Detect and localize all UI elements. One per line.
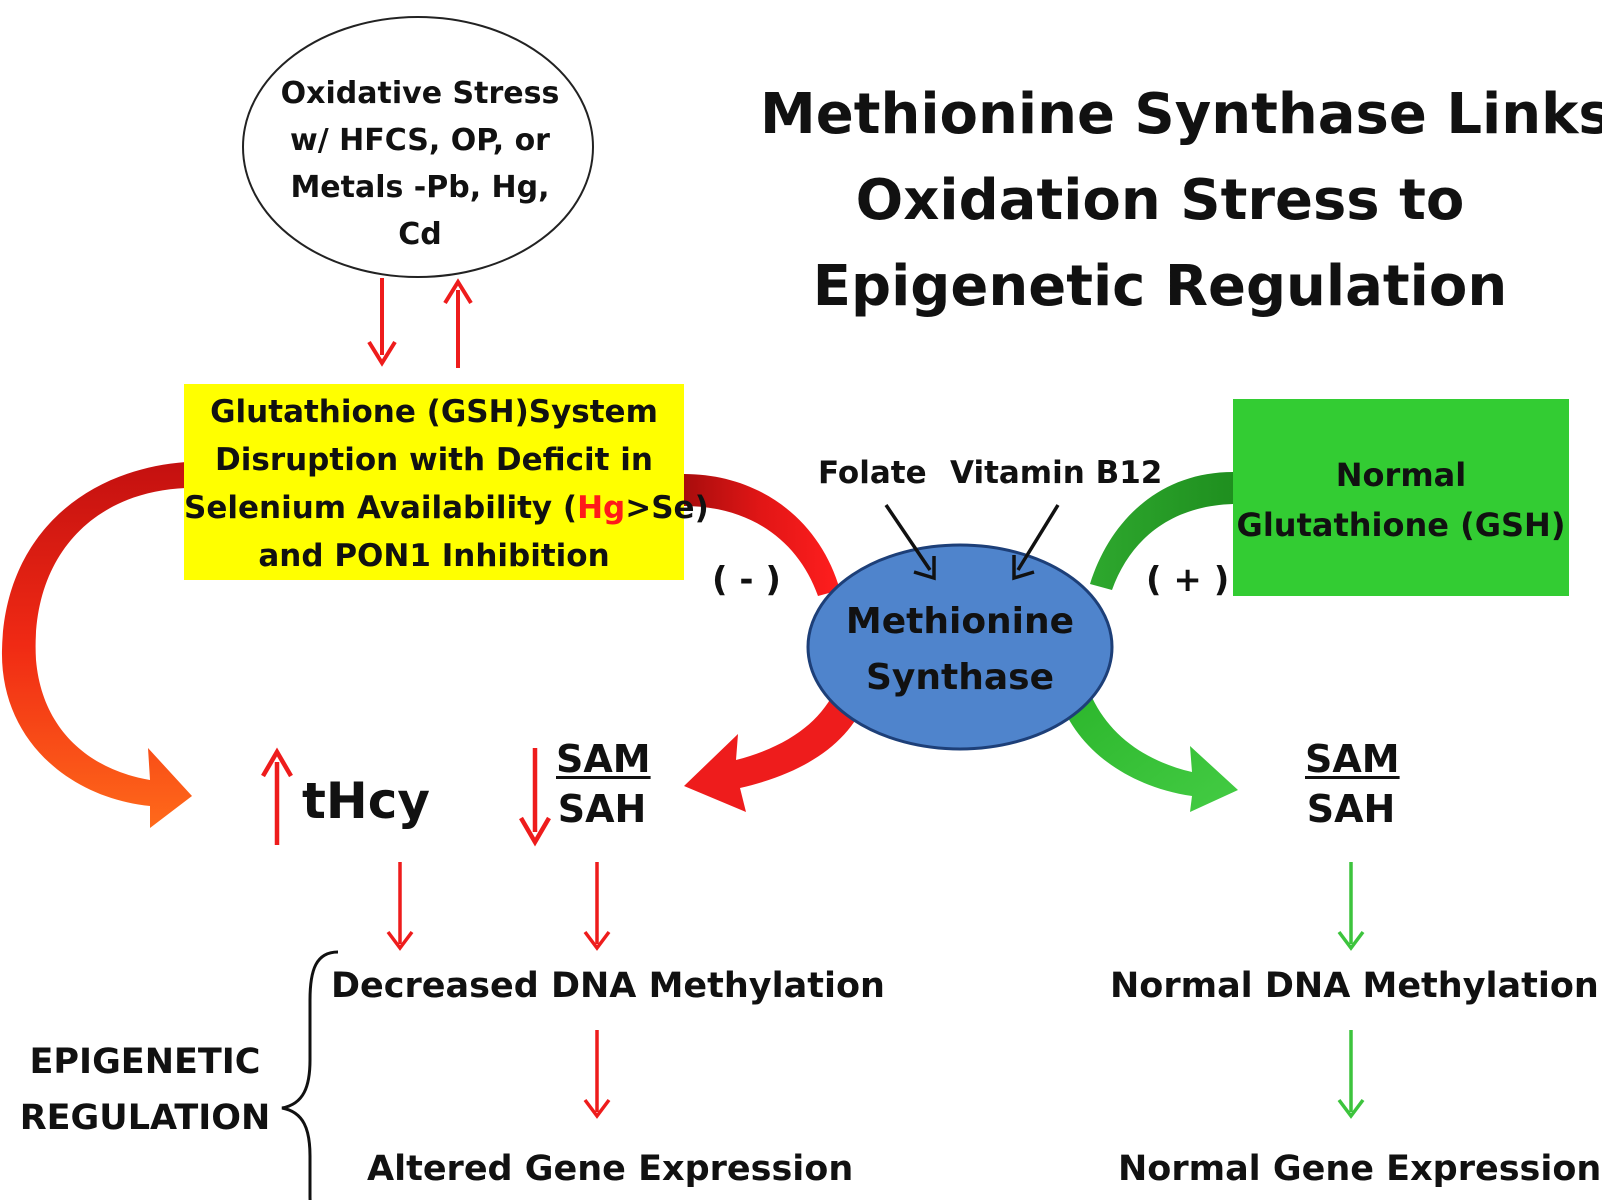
epigenetic-brace [281,950,339,1200]
epigenetic-regulation-label: EPIGENETIC REGULATION [14,1034,276,1146]
oxidative-stress-line-2: w/ HFCS, OP, or [290,123,550,158]
normal-gsh-box [1233,399,1569,596]
oxidative-stress-line-4: Cd [398,217,442,252]
decreased-dna-methylation-label: Decreased DNA Methylation [331,966,885,1006]
oxidative-stress-label: Oxidative Stress w/ HFCS, OP, or Metals … [270,70,570,258]
oxidative-stress-line-1: Oxidative Stress [280,76,560,111]
normal-gsh-line-2: Glutathione (GSH) [1236,506,1566,544]
page-title: Methionine Synthase Links Oxidation Stre… [760,72,1602,330]
folate-arrow [884,504,936,581]
left-sam-sah-ratio: SAM SAH [556,737,651,831]
normal-gsh-to-synthase-arc [1090,472,1233,590]
mercury-highlight: Hg [577,490,626,526]
epigenetic-line-2: REGULATION [19,1098,271,1138]
title-line-1: Methionine Synthase Links [760,82,1602,147]
left-sah-label: SAH [557,787,647,831]
right-sah-label: SAH [1306,787,1396,831]
normal-gsh-line-1: Normal [1335,456,1467,494]
gsh-to-ellipse-arrow [443,278,473,368]
left-sam-label: SAM [556,737,651,781]
gsh-disruption-line-1: Glutathione (GSH)System [210,394,658,430]
gsh-disruption-line-3-start: Selenium Availability ( [184,490,578,526]
oxidative-stress-ellipse [242,16,594,278]
vitamin-b12-label: Vitamin B12 [950,455,1163,491]
folate-label: Folate [818,455,927,491]
negative-sign-label: ( - ) [712,560,781,600]
positive-sign-label: ( + ) [1146,560,1230,600]
title-line-2: Oxidation Stress to [855,168,1465,233]
normal-gsh-label: Normal Glutathione (GSH) [1233,450,1569,550]
normal-gene-expression-label: Normal Gene Expression [1118,1149,1602,1189]
methionine-synthase-line-1: Methionine [845,601,1075,642]
methylation-to-expression-red-arrow [583,1030,611,1119]
gsh-disruption-line-2: Disruption with Deficit in [215,442,653,478]
title-line-3: Epigenetic Regulation [812,254,1508,319]
vitamin-b12-arrow [1012,504,1060,581]
normal-dna-methylation-label: Normal DNA Methylation [1110,966,1599,1006]
sam-to-normal-methylation-arrow [1337,862,1365,951]
oxidative-stress-line-3: Metals -Pb, Hg, [290,170,550,205]
gsh-disruption-line-3: Selenium Availability (Hg>Se) [184,484,709,532]
gsh-disruption-box [184,384,684,580]
gsh-disruption-line-3-end: >Se) [625,490,709,526]
synthase-to-sam-red-arrow [684,688,866,812]
thcy-increase-arrow [261,747,293,845]
sam-to-methylation-arrow [583,862,611,951]
gsh-to-thcy-curved-arrow [1,462,192,828]
right-sam-label: SAM [1305,737,1400,781]
methionine-synthase-line-2: Synthase [866,657,1054,698]
normal-methylation-to-expression-arrow [1337,1030,1365,1119]
epigenetic-line-1: EPIGENETIC [29,1042,261,1082]
methionine-synthase-ellipse [806,543,1114,751]
gsh-disruption-label: Glutathione (GSH)System Disruption with … [184,388,709,580]
right-sam-sah-ratio: SAM SAH [1305,737,1400,831]
gsh-to-synthase-inhibition-arc [684,474,840,596]
sam-sah-decrease-arrow [519,748,551,847]
thcy-to-methylation-arrow [386,862,414,951]
altered-gene-expression-label: Altered Gene Expression [367,1149,854,1189]
ellipse-to-gsh-arrow [367,278,397,367]
methionine-synthase-label: Methionine Synthase [810,594,1110,706]
thcy-label: tHcy [302,772,430,830]
gsh-disruption-line-4: and PON1 Inhibition [258,538,610,574]
synthase-to-sam-green-arrow [1060,688,1238,812]
